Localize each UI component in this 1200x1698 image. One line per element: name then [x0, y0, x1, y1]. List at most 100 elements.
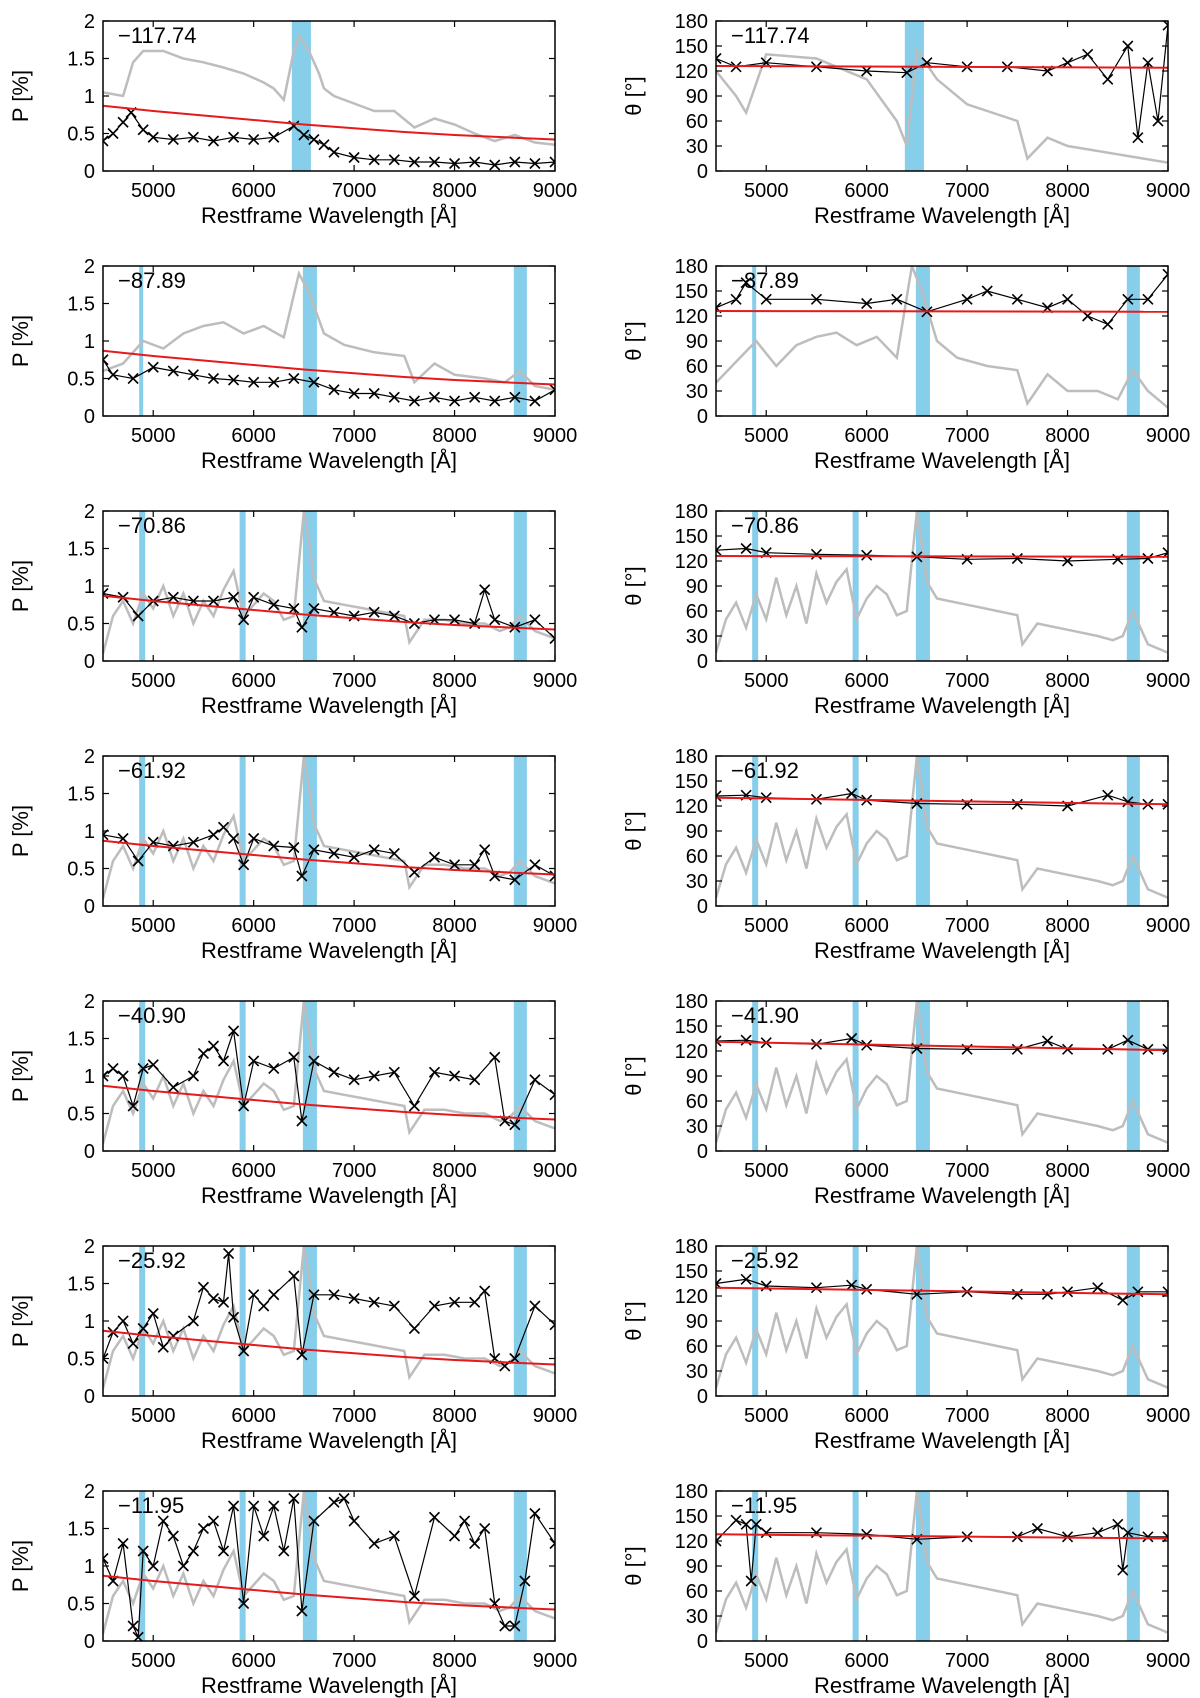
- y-tick-label: 60: [686, 1336, 708, 1358]
- y-tick-label: 1: [84, 1066, 95, 1088]
- data-trace-line: [103, 587, 555, 639]
- x-tick-label: 8000: [432, 1160, 477, 1182]
- x-axis-label: Restframe Wavelength [Å]: [201, 448, 457, 473]
- data-point: [308, 133, 320, 146]
- data-point: [448, 1070, 461, 1082]
- data-point: [308, 602, 320, 615]
- data-point: [288, 841, 300, 854]
- feature-band-3: [513, 266, 527, 416]
- x-tick-label: 6000: [844, 670, 889, 692]
- data-point: [228, 591, 240, 603]
- y-tick-label: 60: [686, 601, 708, 623]
- y-tick-label: 0: [84, 406, 95, 428]
- data-point: [308, 376, 320, 388]
- data-point: [197, 1522, 210, 1535]
- panel-angle-6: 5000 6000 7000 8000 9000 0 30 60 90 120 150 180 Rest…: [621, 1236, 1190, 1453]
- data-point: [846, 1279, 858, 1291]
- data-point: [1041, 1035, 1054, 1047]
- panel-polarization-4: 5000 6000 7000 8000 9000 0 0.5 1 1.5 2 Restframe W…: [8, 746, 577, 963]
- x-tick-label: 7000: [332, 180, 377, 202]
- x-tick-label: 7000: [332, 1650, 377, 1672]
- data-trace-line: [103, 1030, 555, 1126]
- x-axis-label: Restframe Wavelength [Å]: [814, 938, 1070, 963]
- x-axis-label: Restframe Wavelength [Å]: [814, 1673, 1070, 1698]
- x-tick-label: 7000: [332, 915, 377, 937]
- data-point: [288, 602, 300, 615]
- data-point: [217, 1296, 230, 1308]
- y-tick-label: 30: [686, 1361, 708, 1383]
- y-tick-label: 1.5: [67, 49, 95, 71]
- data-point: [328, 146, 340, 158]
- data-point: [1162, 1043, 1168, 1055]
- feature-band-3: [915, 1491, 930, 1641]
- x-tick-label: 8000: [1045, 425, 1090, 447]
- data-point: [529, 1300, 541, 1312]
- data-point: [248, 591, 260, 603]
- data-point: [207, 1515, 220, 1527]
- data-point: [1102, 318, 1114, 330]
- y-tick-label: 60: [686, 1581, 708, 1603]
- data-point: [750, 1518, 762, 1530]
- data-point: [207, 595, 220, 607]
- model-curve: [716, 796, 1168, 806]
- data-point: [408, 1100, 420, 1112]
- flux-spectrum-line: [716, 1246, 1168, 1389]
- y-axis-label: θ [°]: [621, 811, 646, 850]
- data-point: [1162, 268, 1168, 280]
- y-tick-label: 180: [675, 11, 708, 33]
- data-point: [107, 127, 119, 140]
- data-point: [132, 855, 144, 867]
- data-point: [248, 1289, 260, 1301]
- x-tick-label: 8000: [432, 1405, 477, 1427]
- y-axis-label: P [%]: [8, 1050, 33, 1102]
- x-tick-label: 7000: [332, 425, 377, 447]
- x-tick-label: 9000: [1146, 1160, 1191, 1182]
- feature-band-1: [139, 511, 146, 661]
- data-point: [388, 1300, 400, 1312]
- y-tick-label: 0: [84, 161, 95, 183]
- data-point: [328, 847, 340, 860]
- x-tick-label: 7000: [945, 180, 990, 202]
- data-point: [1061, 57, 1074, 69]
- data-point: [157, 1341, 169, 1353]
- data-point: [207, 135, 220, 147]
- data-point: [1011, 552, 1023, 565]
- model-curve: [716, 1533, 1168, 1540]
- data-point: [248, 1500, 260, 1512]
- y-axis-label: P [%]: [8, 560, 33, 612]
- y-tick-label: 180: [675, 256, 708, 278]
- data-point: [1112, 1518, 1124, 1530]
- feature-band-4: [1126, 1246, 1140, 1396]
- flux-spectrum-line: [103, 1246, 555, 1389]
- data-point: [408, 156, 420, 168]
- x-tick-label: 9000: [1146, 670, 1191, 692]
- y-tick-label: 0: [84, 1386, 95, 1408]
- x-tick-label: 5000: [131, 670, 176, 692]
- data-point: [549, 870, 555, 882]
- flux-spectrum-line: [716, 1001, 1168, 1144]
- data-point: [296, 1605, 308, 1617]
- x-axis-label: Restframe Wavelength [Å]: [814, 693, 1070, 718]
- x-tick-label: 6000: [231, 1405, 276, 1427]
- data-trace-line: [103, 1497, 555, 1638]
- x-tick-label: 7000: [945, 1650, 990, 1672]
- data-point: [388, 1530, 400, 1542]
- data-point: [328, 384, 340, 396]
- x-tick-label: 6000: [844, 425, 889, 447]
- data-trace-line: [103, 826, 555, 881]
- feature-band-4: [1126, 1001, 1140, 1151]
- data-point: [167, 1530, 179, 1542]
- flux-spectrum-line: [103, 33, 555, 147]
- feature-band-4: [513, 1246, 527, 1396]
- x-tick-label: 8000: [432, 915, 477, 937]
- y-tick-label: 1.5: [67, 539, 95, 561]
- data-point: [137, 1545, 149, 1557]
- x-tick-label: 8000: [432, 1650, 477, 1672]
- data-point: [187, 131, 199, 143]
- data-point: [469, 1296, 481, 1308]
- feature-band-2: [239, 1001, 246, 1151]
- y-tick-label: 120: [675, 306, 708, 328]
- x-tick-label: 6000: [844, 1650, 889, 1672]
- data-point: [1011, 798, 1023, 810]
